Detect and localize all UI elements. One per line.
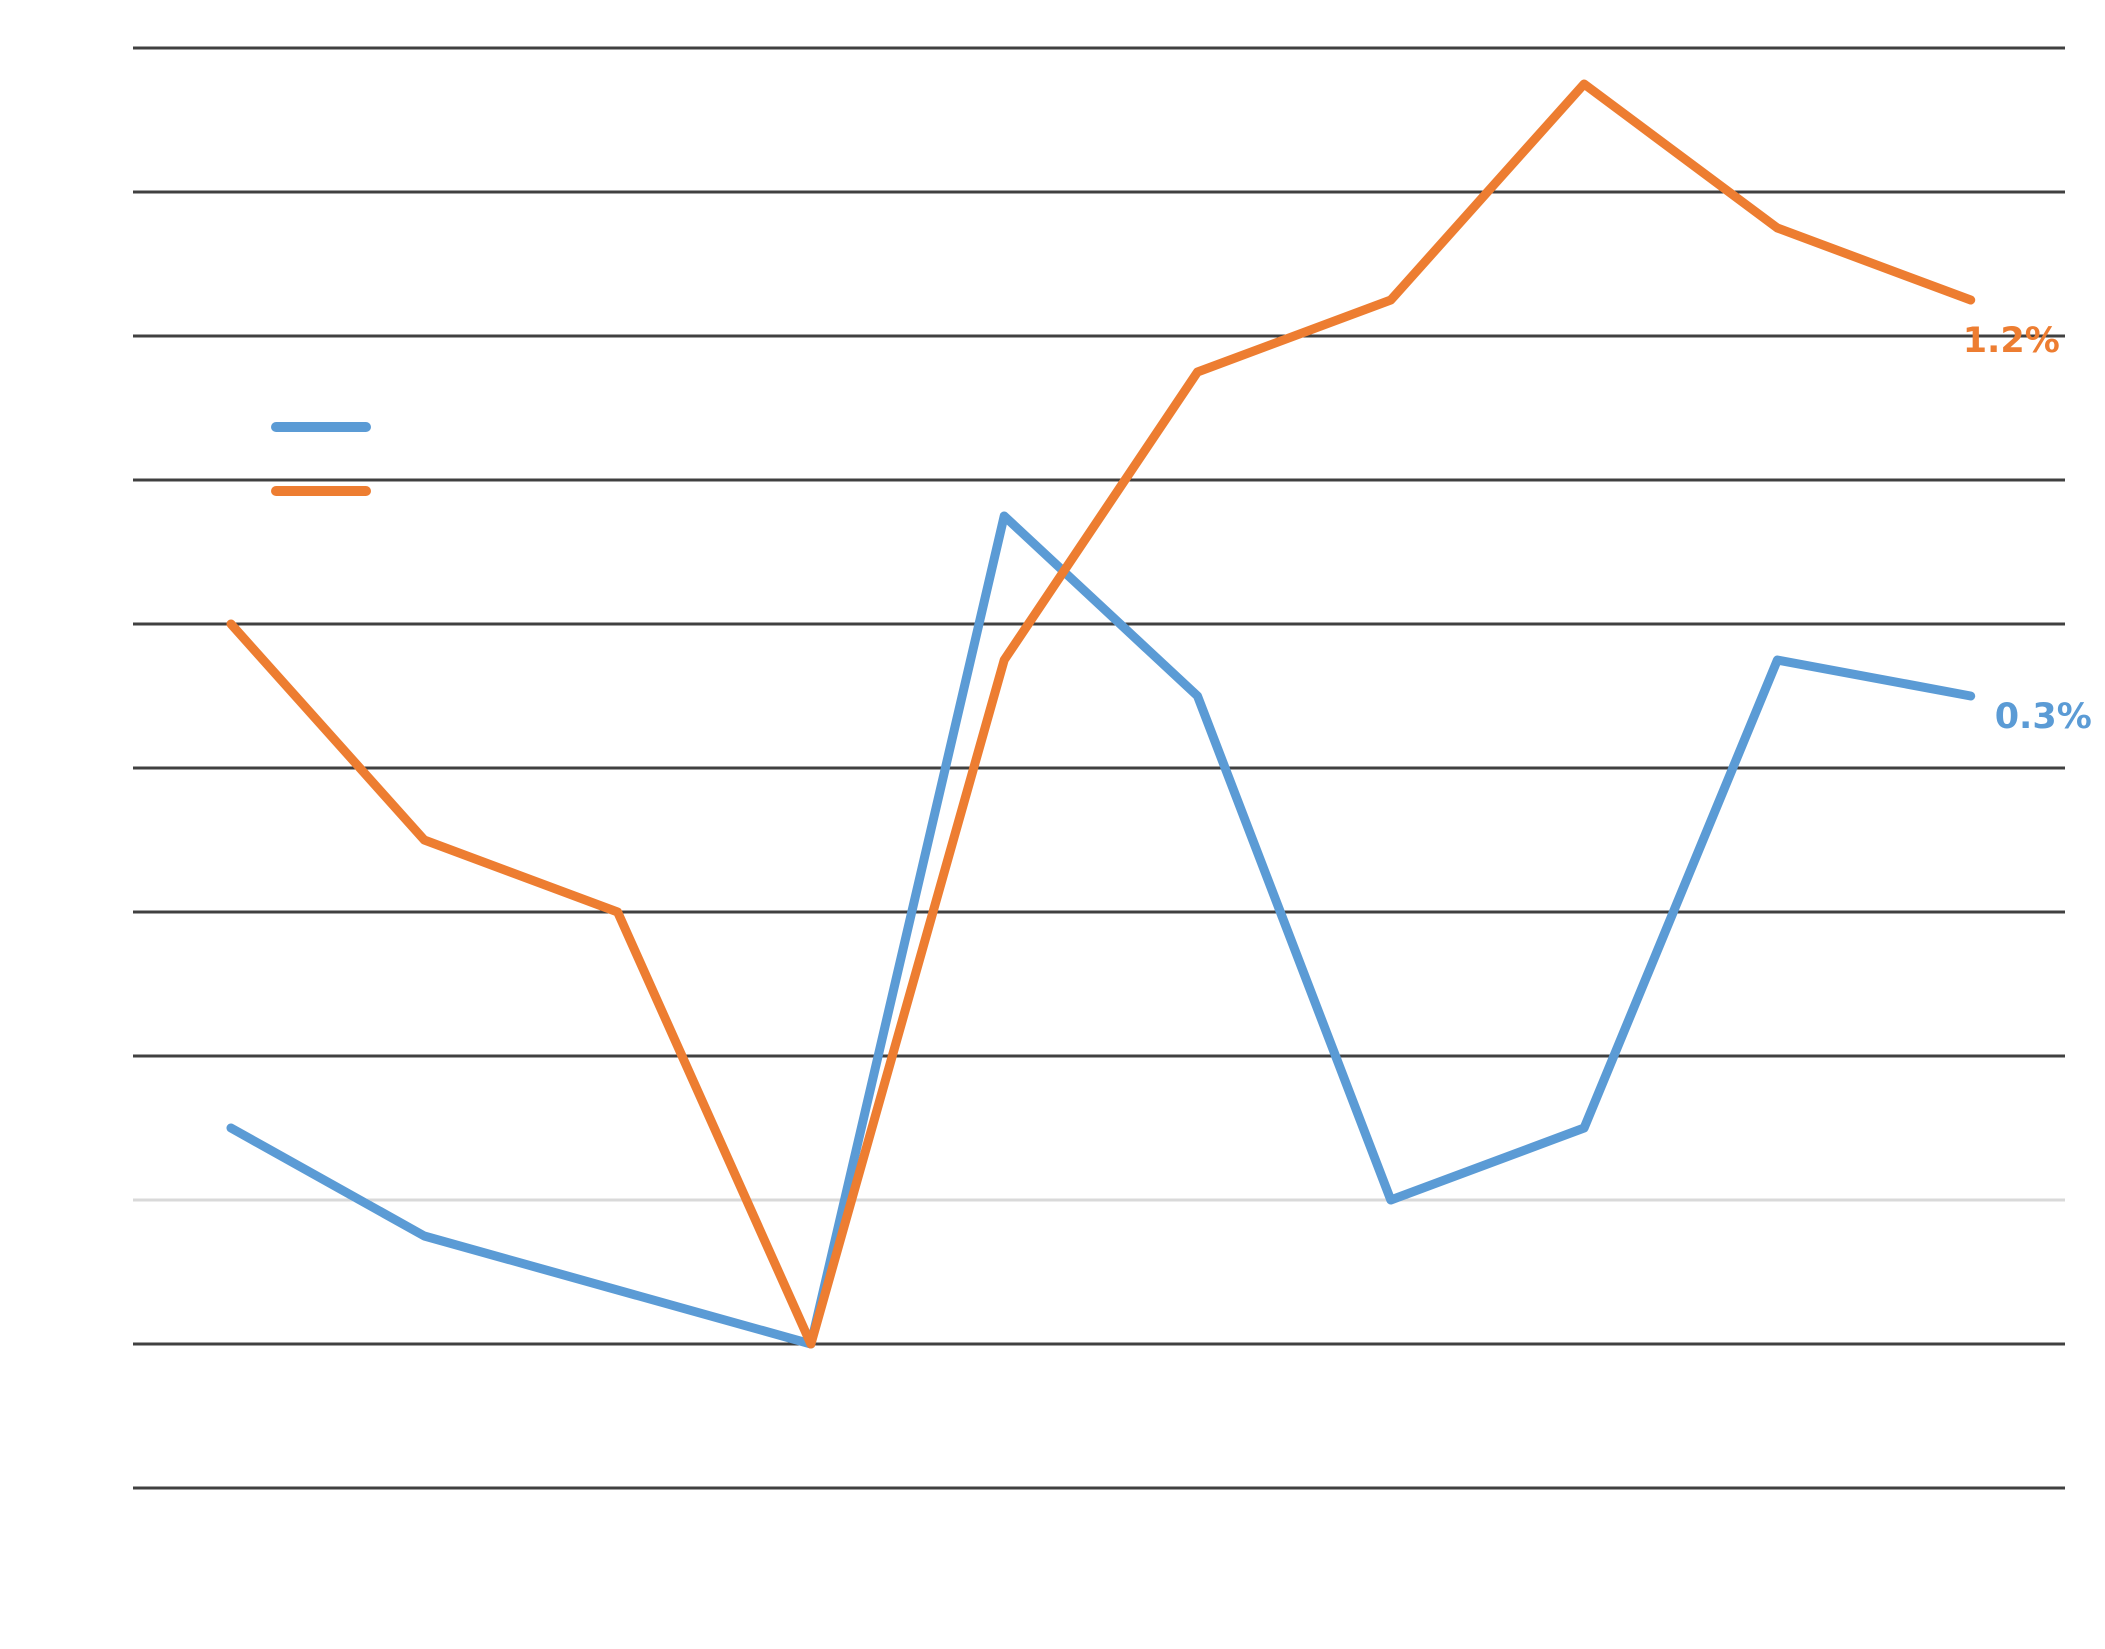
end-label-series-1: 0.3% xyxy=(1995,697,2092,737)
data-labels: 0.3% 1.2% xyxy=(1963,321,2092,737)
series xyxy=(226,79,1976,1349)
end-label-series-2: 1.2% xyxy=(1963,321,2060,361)
legend xyxy=(271,422,371,496)
series-line-2 xyxy=(226,79,1976,1349)
gridlines xyxy=(133,46,2065,1490)
series-line-1 xyxy=(226,511,1976,1349)
